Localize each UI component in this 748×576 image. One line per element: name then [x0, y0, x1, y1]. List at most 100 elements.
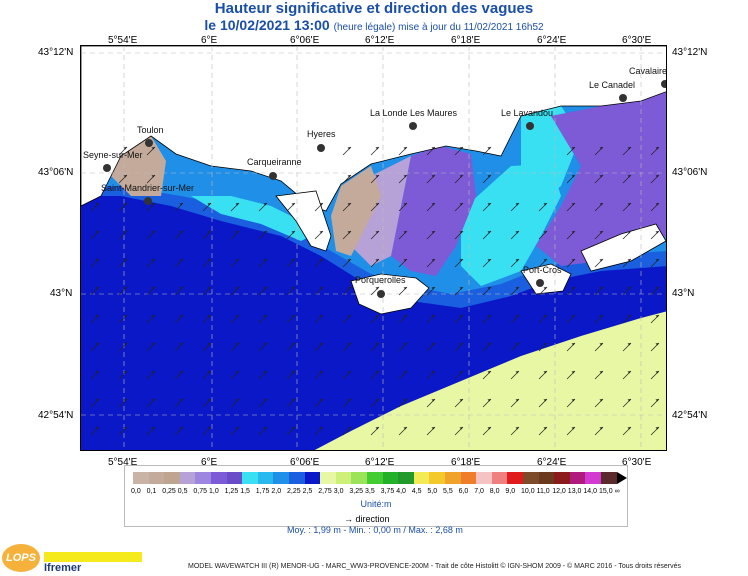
direction-arrow-head: [655, 231, 659, 234]
place-label: Cavalaire: [629, 66, 667, 76]
direction-arrow-head: [571, 343, 575, 346]
direction-arrow-head: [375, 343, 379, 346]
direction-arrow-head: [459, 315, 463, 318]
direction-arrow-head: [123, 175, 127, 178]
direction-arrow-head: [179, 203, 183, 206]
direction-arrow-head: [599, 315, 603, 318]
direction-arrow-head: [487, 231, 491, 234]
direction-arrow-head: [487, 147, 491, 150]
legend-tick-label: 2,75: [318, 488, 332, 495]
direction-arrow-head: [179, 259, 183, 262]
direction-arrow-head: [599, 371, 603, 374]
direction-arrow-head: [571, 371, 575, 374]
direction-arrow-head: [431, 427, 435, 430]
legend-tick-label: 0,75: [193, 488, 208, 495]
direction-arrow-head: [319, 343, 323, 346]
place-dot: [144, 197, 152, 205]
lon-tick-bottom: 6°18'E: [451, 457, 481, 468]
direction-arrow-head: [403, 399, 407, 402]
direction-arrow-head: [655, 399, 659, 402]
direction-arrow-head: [347, 147, 351, 150]
direction-arrow-head: [515, 399, 519, 402]
direction-arrow-head: [151, 371, 155, 374]
direction-arrow-head: [599, 399, 603, 402]
direction-arrow-head: [515, 203, 519, 206]
direction-arrow-head: [95, 287, 99, 290]
direction-arrow-head: [207, 287, 211, 290]
direction-arrow-head: [347, 231, 351, 234]
legend-tick-label: 15,0: [599, 488, 613, 495]
direction-arrow-head: [459, 147, 463, 150]
direction-arrow-head: [123, 287, 127, 290]
legend-arrow-tip: [616, 472, 627, 484]
direction-arrow-head: [375, 427, 379, 430]
place-dot: [661, 80, 666, 88]
legend-tick-label: 5,5: [443, 488, 453, 495]
direction-arrow-head: [431, 343, 435, 346]
direction-arrow-head: [543, 287, 547, 290]
direction-arrow-head: [431, 147, 435, 150]
direction-arrow-head: [487, 203, 491, 206]
purple-zone-east: [536, 91, 666, 266]
direction-arrow-head: [403, 147, 407, 150]
direction-arrow-head: [207, 427, 211, 430]
direction-arrow-head: [627, 371, 631, 374]
legend-swatch: [164, 472, 181, 484]
direction-arrow-head: [263, 231, 267, 234]
direction-arrow-head: [207, 399, 211, 402]
direction-arrow-head: [431, 203, 435, 206]
direction-arrow-head: [235, 399, 239, 402]
direction-arrow-head: [291, 427, 295, 430]
place-dot: [269, 172, 277, 180]
legend-swatch: [242, 472, 259, 484]
wave-map[interactable]: Toulon Seyne-sur-Mer Saint-Mandrier-sur-…: [80, 45, 667, 451]
direction-arrow-head: [319, 203, 323, 206]
lon-tick-bottom: 6°12'E: [365, 457, 395, 468]
direction-arrow-head: [515, 371, 519, 374]
direction-arrow-head: [347, 343, 351, 346]
direction-arrow-head: [627, 259, 631, 262]
direction-arrow-head: [655, 147, 659, 150]
very-shallow-zone: [191, 196, 321, 241]
time-note: (heure légale) mise à jour du 11/02/2021…: [333, 22, 544, 33]
direction-arrow-head: [347, 399, 351, 402]
direction-arrow-head: [403, 371, 407, 374]
lat-tick-right: 43°N: [672, 288, 695, 299]
direction-arrow-head: [291, 203, 295, 206]
direction-arrow-head: [459, 371, 463, 374]
direction-arrow-head: [95, 259, 99, 262]
direction-arrow-head: [487, 343, 491, 346]
direction-arrow-head: [543, 427, 547, 430]
direction-legend: → direction: [344, 514, 390, 524]
direction-arrow-head: [515, 343, 519, 346]
direction-arrow-head: [431, 315, 435, 318]
legend-swatch: [133, 472, 150, 484]
direction-arrow-head: [235, 427, 239, 430]
direction-arrow-head: [319, 399, 323, 402]
lon-tick-top: 6°18'E: [451, 35, 481, 46]
legend-swatch: [148, 472, 165, 484]
direction-arrow-head: [375, 231, 379, 234]
direction-arrow-head: [655, 315, 659, 318]
direction-arrow-head: [375, 203, 379, 206]
direction-arrow-head: [207, 371, 211, 374]
lon-tick-bottom: 6°24'E: [537, 457, 567, 468]
place-label: Le Canadel: [589, 80, 636, 90]
direction-arrow-head: [375, 315, 379, 318]
direction-arrow-head: [95, 343, 99, 346]
direction-arrow-head: [627, 287, 631, 290]
lat-tick-left: 43°12'N: [38, 47, 74, 58]
place-label: La Londe Les Maures: [370, 108, 458, 118]
direction-arrow-head: [263, 343, 267, 346]
direction-arrow-head: [95, 231, 99, 234]
direction-arrow-head: [599, 427, 603, 430]
legend-tick-label: 1,75: [255, 488, 270, 495]
lat-tick-left: 43°N: [50, 288, 73, 299]
direction-arrow-head: [235, 315, 239, 318]
legend-swatch: [398, 472, 415, 484]
lon-tick-bottom: 6°30'E: [622, 457, 652, 468]
legend-swatch: [335, 472, 352, 484]
direction-arrow-head: [319, 259, 323, 262]
direction-arrow-head: [207, 315, 211, 318]
direction-arrow-head: [487, 399, 491, 402]
